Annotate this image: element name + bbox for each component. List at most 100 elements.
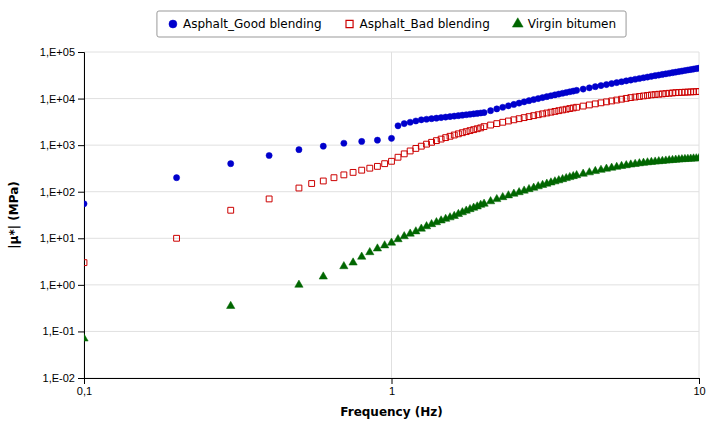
- tick: 1,E-01: [43, 325, 84, 337]
- point: [696, 89, 699, 95]
- point: [695, 154, 699, 161]
- tick: 1,E+00: [40, 279, 84, 291]
- point: [341, 172, 347, 178]
- point: [266, 152, 272, 158]
- tick: 1: [389, 378, 395, 397]
- tick-label: 1,E+00: [40, 279, 75, 291]
- tick: 1,E+01: [40, 232, 84, 244]
- tick-label: 1,E+05: [40, 46, 75, 58]
- point: [388, 135, 394, 141]
- tick: 1,E-02: [43, 372, 84, 384]
- tick: 1,E+03: [40, 139, 84, 151]
- tick-label: 1,E+02: [40, 186, 75, 198]
- point: [500, 119, 506, 125]
- series: [84, 154, 699, 342]
- point: [266, 196, 272, 202]
- grid-line: [84, 284, 699, 285]
- y-axis: 1,E-02 1,E-01 1,E+00 1,E+01 1,E+02 1,E+03 1,E+…: [40, 46, 85, 384]
- y-axis-title: |µ*| (MPa): [7, 181, 21, 249]
- tick-mark: [78, 145, 84, 146]
- point: [407, 119, 413, 125]
- point: [395, 154, 401, 160]
- grid: [84, 52, 699, 378]
- point: [579, 169, 587, 176]
- tick-mark: [78, 52, 84, 53]
- point: [487, 108, 493, 114]
- tick-label: 1,E+04: [40, 93, 75, 105]
- legend-symbol: [169, 20, 177, 28]
- point: [84, 334, 88, 341]
- legend-label: Asphalt_Good blending: [183, 17, 322, 31]
- point: [382, 161, 388, 167]
- point: [173, 175, 179, 181]
- grid-line: [84, 191, 699, 192]
- tick-mark: [78, 99, 84, 100]
- point: [349, 258, 357, 265]
- point: [296, 185, 302, 191]
- grid-line: [391, 52, 392, 378]
- point: [592, 101, 598, 107]
- point: [494, 106, 500, 112]
- point: [481, 110, 487, 116]
- point: [574, 104, 580, 110]
- tick-mark: [392, 378, 393, 384]
- tick: 1,E+05: [40, 46, 84, 58]
- point: [228, 207, 234, 213]
- grid-line: [84, 331, 699, 332]
- point: [341, 140, 347, 146]
- point: [320, 143, 326, 149]
- point: [494, 121, 500, 127]
- tick: 1,E+02: [40, 186, 84, 198]
- point: [580, 103, 586, 109]
- x-axis: 0,1 1 10: [77, 378, 706, 397]
- tick-mark: [699, 378, 700, 384]
- tick-label: 0,1: [77, 385, 92, 397]
- tick-label: 1: [389, 385, 395, 397]
- point: [648, 92, 654, 98]
- point: [407, 148, 413, 154]
- legend-item: Asphalt_Bad blending: [346, 17, 490, 31]
- point: [366, 247, 374, 254]
- plot-area: 0,1 1 10 1,E-02 1,E-01 1,E+00 1,E+01 1,E+02 1,E+…: [7, 46, 706, 419]
- legend-label: Virgin bitumen: [528, 17, 616, 31]
- legend-symbol: [512, 18, 523, 27]
- axis-line: [85, 379, 700, 385]
- point: [580, 86, 586, 92]
- series: [84, 65, 699, 207]
- point: [401, 151, 407, 157]
- point: [227, 301, 235, 308]
- tick-label: 10: [693, 385, 705, 397]
- point: [174, 235, 180, 241]
- point: [395, 123, 401, 129]
- point: [572, 171, 580, 178]
- grid-line: [84, 52, 699, 53]
- point: [481, 124, 487, 130]
- point: [574, 87, 580, 93]
- point: [375, 163, 381, 169]
- tick-mark: [78, 285, 84, 286]
- points: [84, 65, 699, 341]
- legend: Asphalt_Good blending Asphalt_Bad blendin…: [157, 11, 626, 37]
- point: [84, 201, 87, 207]
- legend-label: Asphalt_Bad blending: [360, 17, 490, 31]
- tick: 1,E+04: [40, 93, 84, 105]
- point: [413, 118, 419, 124]
- series: [84, 89, 699, 266]
- point: [350, 169, 356, 175]
- point: [401, 121, 407, 127]
- tick-mark: [78, 378, 84, 379]
- point: [359, 138, 365, 144]
- point: [373, 244, 381, 251]
- legend-symbol: [346, 20, 353, 27]
- point: [320, 178, 326, 184]
- point: [659, 91, 665, 97]
- tick-label: 1,E-02: [43, 372, 75, 384]
- tick-mark: [78, 238, 84, 239]
- point: [295, 280, 303, 287]
- point: [586, 85, 592, 91]
- legend-frame: [157, 11, 626, 37]
- point: [331, 175, 337, 181]
- grid-line: [699, 52, 700, 378]
- chart: 0,1 1 10 1,E-02 1,E-01 1,E+00 1,E+01 1,E+02 1,E+…: [0, 0, 723, 424]
- point: [598, 82, 604, 88]
